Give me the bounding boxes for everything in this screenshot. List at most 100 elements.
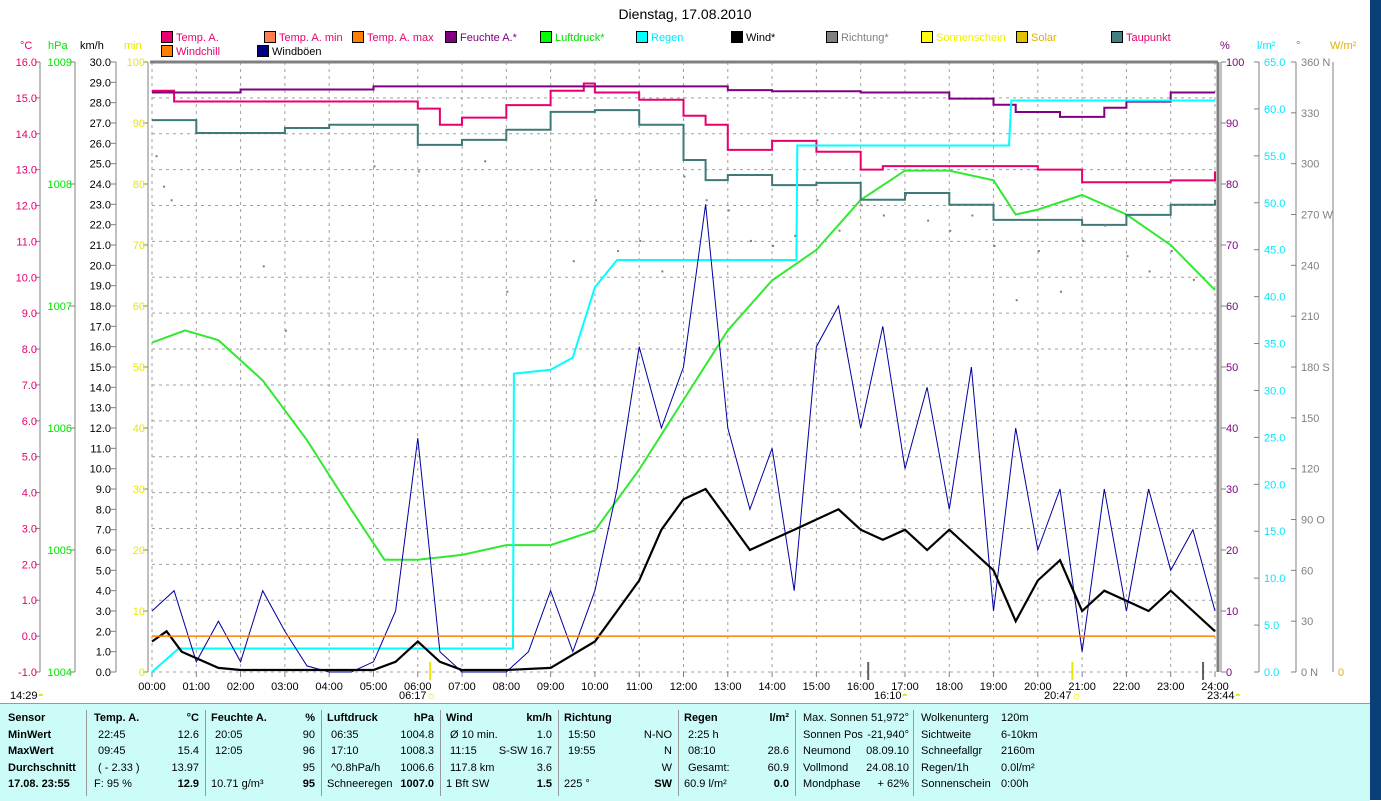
direction-point — [262, 265, 265, 268]
col-misc: Wolkenunterg 120m Sichtweite 6-10km Schneefa… — [913, 710, 1043, 796]
moon-icon: ◓ — [37, 690, 45, 702]
direction-point — [1082, 239, 1085, 242]
row-label: MinWert — [8, 728, 52, 741]
rain-tick-label: 20.0 — [1264, 479, 1285, 491]
direction-point — [1104, 224, 1107, 227]
cell-value: 15.4 — [177, 745, 199, 757]
rain-tick-label: 30.0 — [1264, 385, 1285, 397]
cell-value: 24.08.10 — [866, 761, 909, 774]
cell-value: SW — [654, 778, 672, 790]
x-tick-label: 09:00 — [537, 681, 565, 693]
cell-value: 12.9 — [177, 778, 199, 790]
wind-tick-label: 27.0 — [90, 118, 111, 130]
hum-tick-label: 100 — [1226, 57, 1244, 69]
cell-value: N — [664, 745, 672, 757]
cell-value: 13.97 — [171, 761, 199, 774]
direction-point — [484, 160, 487, 163]
temp-tick-label: 1.0 — [22, 595, 37, 607]
cell-label: 117.8 km — [450, 761, 495, 774]
series-wind — [151, 487, 1216, 672]
wind-tick-label: 2.0 — [96, 626, 111, 638]
x-tick-label: 03:00 — [271, 681, 299, 693]
moonrise-icon: ◓ — [901, 690, 909, 702]
x-tick-label: 00:00 — [138, 681, 166, 693]
press-tick-label: 1008 — [48, 179, 72, 191]
legend-item: Temp. A. max — [352, 31, 434, 44]
cell-label: Schneeregen — [327, 778, 393, 790]
min-tick-label: 100 — [127, 57, 145, 69]
wind-tick-label: 30.0 — [90, 57, 111, 69]
dir-tick-label: 360 N — [1301, 57, 1330, 69]
wind-tick-label: 11.0 — [90, 443, 111, 455]
rain-tick-label: 0.0 — [1264, 667, 1279, 679]
legend-label: Regen — [651, 32, 684, 44]
wind-tick-label: 19.0 — [90, 281, 111, 293]
unit: % — [305, 712, 315, 724]
legend-item: Luftdruck* — [540, 31, 605, 44]
cell-value: 3.6 — [536, 761, 552, 774]
wind-tick-label: 3.0 — [96, 606, 111, 618]
legend-swatch — [161, 31, 173, 43]
cell-label: 10.71 g/m³ — [211, 778, 264, 790]
cell-value: 90 — [302, 728, 315, 741]
cell-value: 28.6 — [767, 745, 789, 757]
temp-tick-label: 15.0 — [16, 93, 37, 105]
rain-tick-label: 25.0 — [1264, 432, 1285, 444]
legend-label: Sonnenschein — [936, 32, 1006, 44]
x-tick-label: 15:00 — [803, 681, 831, 693]
direction-point — [971, 214, 974, 217]
direction-point — [639, 239, 642, 242]
wind-tick-label: 29.0 — [90, 77, 111, 89]
legend-swatch — [161, 45, 173, 57]
direction-point — [927, 219, 930, 222]
time-marker: 16:10◓ — [874, 690, 908, 702]
cell-label: Schneefallgr — [921, 745, 983, 757]
cell-label: ^0.8hPa/h — [331, 761, 381, 774]
legend-label: Richtung* — [841, 32, 889, 44]
temp-tick-label: 14.0 — [16, 129, 37, 141]
legend-swatch — [445, 31, 457, 43]
hum-tick-label: 70 — [1226, 240, 1238, 252]
direction-point — [705, 199, 708, 202]
cell-label: 08:10 — [688, 745, 716, 757]
dir-tick-label: 60 — [1301, 565, 1313, 577]
cell-value: 1.5 — [536, 778, 552, 790]
legend-label: Temp. A. min — [279, 32, 343, 44]
cell-value: 51,972° — [870, 712, 909, 724]
stats-panel: Sensor MinWert MaxWert Durchschnitt 17.0… — [0, 703, 1370, 801]
solar-tick-label: 0 — [1338, 667, 1344, 679]
legend-item: Taupunkt — [1111, 31, 1171, 44]
cell-label: Neumond — [803, 745, 851, 757]
cell-value: 1006.6 — [400, 761, 434, 774]
direction-point — [1015, 299, 1018, 302]
temp-tick-label: 12.0 — [16, 201, 37, 213]
wind-tick-label: 15.0 — [90, 362, 111, 374]
dir-tick-label: 240 — [1301, 260, 1319, 272]
series-luftdruck — [151, 169, 1216, 561]
direction-point — [772, 245, 775, 247]
col-sensor: Sensor MinWert MaxWert Durchschnitt 17.0… — [0, 710, 87, 796]
direction-point — [794, 234, 797, 237]
direction-point — [683, 175, 686, 178]
wind-tick-label: 16.0 — [90, 342, 111, 354]
direction-point — [617, 250, 620, 253]
unit: hPa — [413, 712, 434, 724]
series-regen — [151, 99, 1215, 673]
cell-value: 08.09.10 — [866, 745, 909, 757]
wind-tick-label: 25.0 — [90, 159, 111, 171]
min-tick-label: 10 — [133, 606, 145, 618]
legend-swatch — [731, 31, 743, 43]
legend-item: Solar — [1016, 31, 1057, 44]
legend-item: Windböen — [257, 45, 322, 58]
min-tick-label: 20 — [133, 545, 145, 557]
legend-swatch — [636, 31, 648, 43]
chart-title: Dienstag, 17.08.2010 — [618, 6, 752, 22]
min-tick-label: 50 — [133, 362, 145, 374]
legend-label: Temp. A. — [176, 32, 219, 44]
direction-point — [727, 209, 730, 212]
legend-swatch — [921, 31, 933, 43]
wind-tick-label: 23.0 — [90, 199, 111, 211]
dir-tick-label: 330 — [1301, 108, 1319, 120]
direction-point — [284, 329, 287, 332]
cell-label: Sonnen Pos — [803, 728, 863, 741]
